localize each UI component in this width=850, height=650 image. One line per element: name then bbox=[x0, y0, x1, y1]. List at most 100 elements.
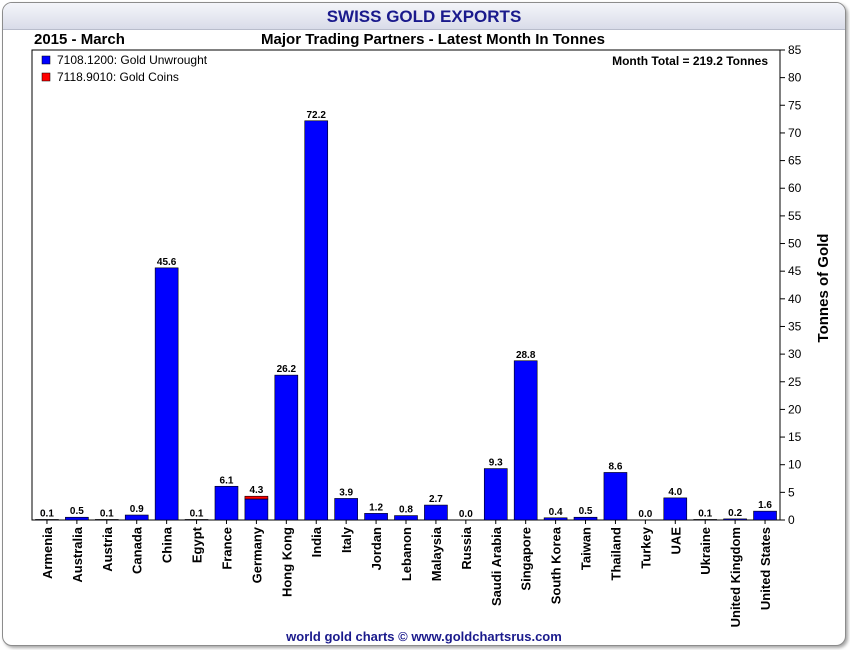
data-label: 6.1 bbox=[220, 475, 234, 486]
x-tick-label: UAE bbox=[668, 527, 683, 555]
x-tick-label: India bbox=[309, 526, 324, 557]
x-tick-label: China bbox=[160, 526, 175, 563]
bar-thailand-series-0 bbox=[603, 472, 628, 521]
data-label: 0.4 bbox=[549, 507, 563, 518]
x-tick-label: Jordan bbox=[369, 527, 384, 570]
data-label: 1.2 bbox=[369, 502, 383, 513]
y-tick-label: 5 bbox=[788, 485, 795, 499]
y-tick-label: 40 bbox=[788, 292, 802, 306]
bar-jordan-series-0 bbox=[364, 513, 388, 521]
plot-area bbox=[31, 49, 781, 521]
x-tick-label: Turkey bbox=[638, 526, 653, 568]
footer-credit: world gold charts © www.goldchartsrus.co… bbox=[286, 629, 562, 644]
legend-swatch bbox=[41, 72, 51, 82]
y-tick-label: 45 bbox=[788, 264, 802, 278]
legend-entry: 7108.1200: Gold Unwrought bbox=[57, 53, 208, 67]
x-tick-label: Taiwan bbox=[579, 527, 594, 570]
data-label: 0.5 bbox=[70, 506, 84, 517]
x-tick-label: Russia bbox=[459, 526, 474, 569]
bar-australia-series-0 bbox=[65, 516, 89, 521]
bar-austria-series-0 bbox=[95, 519, 119, 521]
bar-united-kingdom-series-0 bbox=[723, 518, 747, 521]
x-tick-label: Canada bbox=[130, 526, 145, 574]
data-label: 8.6 bbox=[608, 461, 622, 472]
x-tick-label: South Korea bbox=[549, 526, 564, 604]
data-label: 1.6 bbox=[758, 500, 772, 511]
data-label: 0.8 bbox=[399, 505, 413, 516]
bar-germany-series-1 bbox=[244, 495, 269, 500]
data-label: 45.6 bbox=[157, 257, 177, 268]
bar-saudi-arabia-series-0 bbox=[483, 468, 508, 521]
bar-canada-series-0 bbox=[124, 514, 149, 521]
y-tick-label: 15 bbox=[788, 430, 802, 444]
data-label: 0.2 bbox=[728, 508, 742, 519]
y-tick-label: 25 bbox=[788, 375, 802, 389]
y-tick-label: 85 bbox=[788, 43, 802, 57]
bar-taiwan-series-0 bbox=[573, 516, 598, 521]
bar-armenia-series-0 bbox=[35, 519, 59, 521]
legend-swatch bbox=[41, 55, 51, 65]
bar-ukraine-series-0 bbox=[693, 519, 718, 521]
x-tick-label: Australia bbox=[70, 526, 85, 582]
y-tick-label: 65 bbox=[788, 154, 802, 168]
x-tick-label: Malaysia bbox=[429, 526, 444, 581]
data-label: 0.5 bbox=[579, 506, 593, 517]
x-tick-label: Italy bbox=[339, 526, 354, 553]
data-label: 0.1 bbox=[190, 508, 204, 519]
data-label: 0.1 bbox=[40, 508, 54, 519]
y-tick-label: 55 bbox=[788, 209, 802, 223]
data-label: 0.0 bbox=[459, 509, 473, 520]
bar-italy-series-0 bbox=[334, 498, 358, 521]
x-tick-label: United States bbox=[758, 527, 773, 610]
x-tick-label: Germany bbox=[249, 526, 264, 583]
chart-svg: 0.1 0.5 0.1 0.9 45.6 0.1 6.1 4.3 26.2 72.2 3.9 1.2 0… bbox=[31, 43, 832, 627]
x-tick-label: Armenia bbox=[40, 526, 55, 579]
month-total-annotation: Month Total = 219.2 Tonnes bbox=[612, 54, 768, 68]
data-label: 28.8 bbox=[516, 350, 536, 361]
data-label: 0.0 bbox=[638, 509, 652, 520]
y-tick-label: 10 bbox=[788, 458, 802, 472]
x-tick-label: Hong Kong bbox=[279, 527, 294, 597]
data-label: 4.3 bbox=[249, 485, 263, 496]
data-label: 72.2 bbox=[307, 110, 327, 121]
bar-united-states-series-0 bbox=[753, 510, 777, 521]
bar-egypt-series-0 bbox=[184, 519, 209, 521]
x-tick-label: Singapore bbox=[519, 527, 534, 591]
data-label: 9.3 bbox=[489, 458, 503, 469]
bar-china-series-0 bbox=[154, 267, 179, 521]
y-tick-label: 35 bbox=[788, 319, 802, 333]
bar-uae-series-0 bbox=[663, 497, 688, 521]
y-tick-label: 50 bbox=[788, 237, 802, 251]
y-tick-label: 60 bbox=[788, 181, 802, 195]
y-tick-label: 75 bbox=[788, 98, 802, 112]
bar-hong-kong-series-0 bbox=[274, 374, 299, 521]
chart-title: SWISS GOLD EXPORTS bbox=[326, 7, 522, 26]
x-tick-label: Saudi Arabia bbox=[489, 526, 504, 606]
y-axis-label: Tonnes of Gold bbox=[815, 234, 832, 343]
y-tick-label: 30 bbox=[788, 347, 802, 361]
bar-germany-series-0 bbox=[244, 498, 269, 521]
bar-lebanon-series-0 bbox=[394, 515, 418, 521]
chart-subtitle: Major Trading Partners - Latest Month In… bbox=[261, 31, 605, 48]
data-label: 2.7 bbox=[429, 494, 443, 505]
x-tick-label: Egypt bbox=[190, 526, 205, 563]
bar-singapore-series-0 bbox=[513, 360, 538, 521]
x-tick-label: Ukraine bbox=[698, 527, 713, 575]
data-label: 0.9 bbox=[130, 504, 144, 515]
data-label: 26.2 bbox=[277, 364, 297, 375]
x-tick-label: Lebanon bbox=[399, 527, 414, 581]
data-label: 3.9 bbox=[339, 487, 353, 498]
y-tick-label: 80 bbox=[788, 71, 802, 85]
data-label: 0.1 bbox=[100, 508, 114, 519]
data-label: 4.0 bbox=[668, 487, 682, 498]
y-tick-label: 70 bbox=[788, 126, 802, 140]
title-bar: SWISS GOLD EXPORTS bbox=[3, 3, 845, 30]
bar-south-korea-series-0 bbox=[543, 517, 568, 521]
x-tick-label: Thailand bbox=[608, 527, 623, 581]
bar-malaysia-series-0 bbox=[424, 504, 448, 521]
bar-france-series-0 bbox=[214, 485, 239, 521]
bar-india-series-0 bbox=[304, 120, 329, 521]
data-label: 0.1 bbox=[698, 508, 712, 519]
x-tick-label: France bbox=[219, 527, 234, 570]
